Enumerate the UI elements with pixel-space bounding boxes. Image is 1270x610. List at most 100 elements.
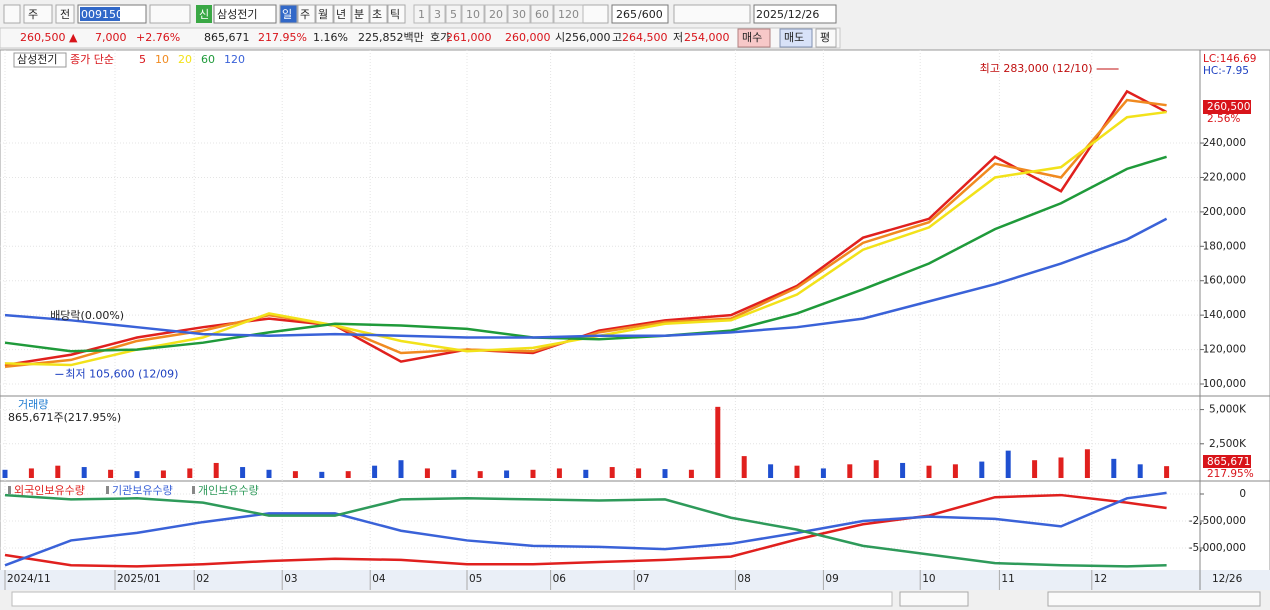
volume-bar <box>319 471 325 478</box>
y-tick-label: 5,000K <box>1209 404 1247 416</box>
y-tick-label: -5,000,000 <box>1189 542 1246 554</box>
name-box[interactable] <box>213 4 277 24</box>
hc: HC:-7.95 <box>1203 65 1249 77</box>
legend-prefix: 종가 단순 <box>70 53 114 66</box>
legend-item: 20 <box>178 53 192 66</box>
unit-button[interactable] <box>297 4 316 24</box>
turnover: 1.16% <box>313 31 348 44</box>
unit-button[interactable] <box>333 4 352 24</box>
chart-bg <box>0 49 1270 591</box>
count: 265 <box>616 8 637 21</box>
unit-button[interactable] <box>369 4 388 24</box>
legend-item: 5 <box>139 53 146 66</box>
volume-bar <box>187 468 193 478</box>
search-buttons[interactable] <box>149 4 191 24</box>
count-box[interactable] <box>611 4 669 24</box>
series-line <box>4 493 1167 568</box>
volume-bar <box>1164 466 1170 478</box>
avg-button[interactable] <box>815 28 837 48</box>
y-tick-label: 2,500K <box>1209 438 1247 450</box>
unit-button[interactable] <box>279 4 298 24</box>
y-tick-label: 200,000 <box>1203 206 1246 218</box>
interval-button[interactable] <box>530 4 554 24</box>
x-tick-label: 07 <box>636 573 649 585</box>
period-select[interactable] <box>23 4 53 24</box>
annotation: 최저 105,600 (12/09) <box>65 367 178 380</box>
interval-button[interactable] <box>445 4 462 24</box>
y-tick-label: 220,000 <box>1203 171 1246 183</box>
x-tick-label: 08 <box>737 573 750 585</box>
volume-bar <box>847 464 853 478</box>
legend-item: 기관보유수량 <box>112 484 173 497</box>
interval-button[interactable] <box>507 4 531 24</box>
menu-button[interactable] <box>3 4 21 24</box>
volume-bar <box>424 468 430 478</box>
volume-bar <box>662 469 668 478</box>
legend-item: 외국인보유수량 <box>14 484 85 497</box>
info-bar <box>0 27 841 49</box>
unit-button[interactable] <box>315 4 334 24</box>
bid: 260,000 <box>505 31 551 44</box>
x-tick-label: 12 <box>1094 573 1107 585</box>
volume-bar <box>1005 450 1011 478</box>
unit-label: 초 <box>372 8 382 21</box>
prev: 전 <box>60 8 70 21</box>
volume-bar <box>108 469 114 478</box>
legend-item: 60 <box>201 53 215 66</box>
volume-bar <box>768 464 774 478</box>
volume-bar <box>952 464 958 478</box>
x-tick-label: 10 <box>922 573 935 585</box>
new-badge-bg <box>196 5 212 23</box>
interval-button[interactable] <box>429 4 446 24</box>
zoom-tools[interactable] <box>1047 591 1261 607</box>
max-count: /600 <box>638 8 663 21</box>
unit-button[interactable] <box>387 4 406 24</box>
date-box[interactable] <box>753 4 837 24</box>
volume-subtitle: 865,671주(217.95%) <box>8 411 121 424</box>
tool-icons[interactable] <box>673 4 751 24</box>
volume-bar <box>1084 449 1090 478</box>
volume-bar <box>81 467 87 478</box>
ask: 261,000 <box>446 31 492 44</box>
x-tick-label: 2024/11 <box>7 573 51 585</box>
volume-title: 거래량 <box>18 398 48 411</box>
volume-bar <box>266 469 272 478</box>
volume-bar <box>134 471 140 478</box>
sell-button[interactable] <box>779 28 813 48</box>
y-tick-label: 240,000 <box>1203 137 1246 149</box>
quote-label: 호가 <box>430 31 450 44</box>
volume-bar <box>213 462 219 478</box>
x-tick-label: 2025/01 <box>117 573 161 585</box>
y-tick-label: 140,000 <box>1203 309 1246 321</box>
volume-bar <box>345 471 351 478</box>
stock-name: 삼성전기 <box>217 8 257 21</box>
interval-button[interactable] <box>553 4 584 24</box>
volume-bar <box>1058 457 1064 478</box>
low-label: 저 <box>673 31 683 44</box>
x-axis-bg <box>0 570 1270 590</box>
buy-button[interactable] <box>737 28 771 48</box>
open: 256,000 <box>565 31 611 44</box>
volume-bar <box>926 465 932 478</box>
interval-label: 120 <box>558 8 579 21</box>
period-type: 주 <box>28 8 38 21</box>
last-pct: 2.56% <box>1207 113 1240 125</box>
last-box <box>1203 100 1251 114</box>
volume-bar <box>741 456 747 478</box>
unit-button[interactable] <box>351 4 370 24</box>
interval-button[interactable] <box>413 4 430 24</box>
scroll-track[interactable] <box>11 591 893 607</box>
price-title: 삼성전기 <box>17 53 57 66</box>
volume-bar <box>873 460 879 478</box>
volume-bar <box>372 465 378 478</box>
x-tick-label: 02 <box>196 573 209 585</box>
y-tick-label: 120,000 <box>1203 344 1246 356</box>
interval-label: 20 <box>489 8 503 21</box>
x-tick-label: 05 <box>469 573 482 585</box>
interval-button[interactable] <box>484 4 508 24</box>
interval-button[interactable] <box>461 4 485 24</box>
volume-bar <box>292 471 298 478</box>
last-volume-pct: 217.95% <box>1207 468 1254 480</box>
playback-buttons[interactable] <box>899 591 969 607</box>
prev-button[interactable] <box>55 4 75 24</box>
